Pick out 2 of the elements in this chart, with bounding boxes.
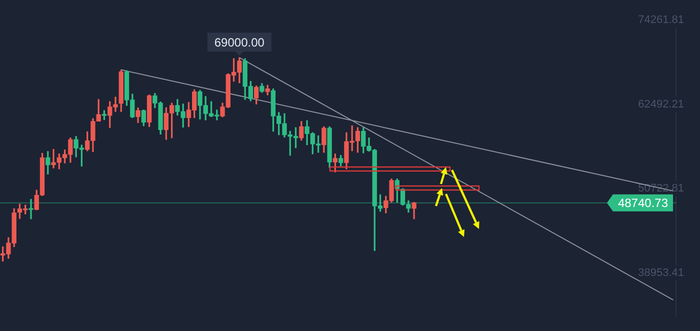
ref-line-label: 48740.73 bbox=[618, 196, 668, 210]
annotation: 69000.00 bbox=[214, 35, 265, 50]
